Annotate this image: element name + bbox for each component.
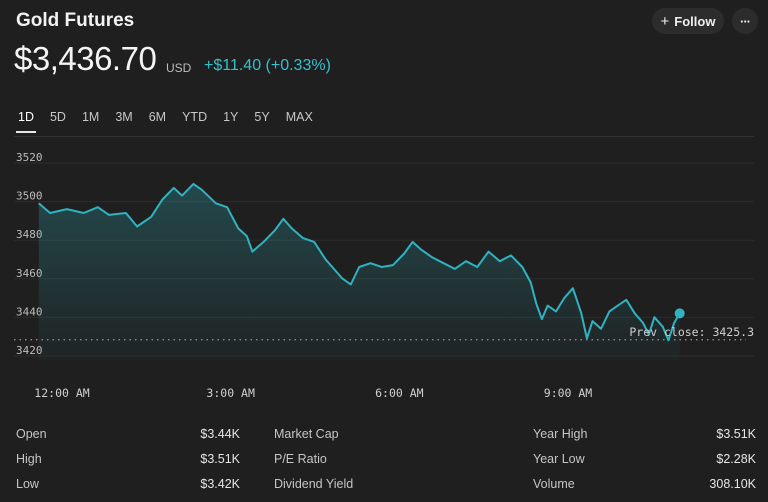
tab-5d[interactable]: 5D <box>49 110 66 124</box>
x-tick-label: 6:00 AM <box>375 386 424 400</box>
stat-label-volume: Volume <box>533 477 575 491</box>
tab-3m[interactable]: 3M <box>115 110 133 124</box>
stat-value-year-low: $2.28K <box>716 452 756 466</box>
stat-value-high: $3.51K <box>200 452 240 466</box>
current-price: $3,436.70 <box>14 40 157 77</box>
stat-value-year-high: $3.51K <box>716 427 756 441</box>
price-line <box>38 183 681 342</box>
tab-max[interactable]: MAX <box>285 110 313 124</box>
last-price-dot <box>674 308 685 319</box>
stat-value-volume: 308.10K <box>709 477 756 491</box>
stat-value-low: $3.42K <box>200 477 240 491</box>
y-tick-label: 3460 <box>16 267 43 280</box>
x-tick-label: 12:00 AM <box>34 386 89 400</box>
stat-label-high: High <box>16 452 42 466</box>
currency-label: USD <box>166 61 192 75</box>
stat-label-open: Open <box>16 427 47 441</box>
tab-ytd[interactable]: YTD <box>182 110 208 124</box>
stat-label-year-low: Year Low <box>533 452 585 466</box>
stat-label-low: Low <box>16 477 39 491</box>
y-tick-label: 3520 <box>16 151 43 164</box>
stat-label-year-high: Year High <box>533 427 588 441</box>
range-tabs: 1D 5D 1M 3M 6M YTD 1Y 5Y MAX <box>10 108 321 133</box>
price-area <box>38 184 680 360</box>
x-axis: 12:00 AM 3:00 AM 6:00 AM 9:00 AM <box>34 386 592 400</box>
tab-5y[interactable]: 5Y <box>254 110 270 124</box>
x-tick-label: 9:00 AM <box>544 386 593 400</box>
plus-icon: + <box>660 12 670 30</box>
price-chart[interactable]: 3520 3500 3480 3460 3440 3420 Prev close: 342… <box>0 140 768 405</box>
more-options-button[interactable]: ··· <box>732 8 758 34</box>
stat-label-pe-ratio: P/E Ratio <box>274 452 327 466</box>
y-axis: 3520 3500 3480 3460 3440 3420 <box>16 151 43 357</box>
x-tick-label: 3:00 AM <box>206 386 255 400</box>
y-tick-label: 3440 <box>16 305 43 318</box>
follow-button[interactable]: + Follow <box>652 8 724 34</box>
tabs-divider <box>14 136 754 137</box>
y-tick-label: 3500 <box>16 190 43 203</box>
stat-label-dividend-yield: Dividend Yield <box>274 477 354 491</box>
tab-6m[interactable]: 6M <box>148 110 167 124</box>
y-tick-label: 3420 <box>16 344 43 357</box>
prev-close-label: Prev close: 3425.3 <box>629 325 754 339</box>
stat-label-market-cap: Market Cap <box>274 427 339 441</box>
tab-1y[interactable]: 1Y <box>223 110 239 124</box>
stat-value-open: $3.44K <box>200 427 240 441</box>
tab-1d[interactable]: 1D <box>10 108 42 133</box>
price-change: +$11.40 (+0.33%) <box>204 57 331 74</box>
y-tick-label: 3480 <box>16 228 43 241</box>
page-title: Gold Futures <box>16 10 135 31</box>
tab-1m[interactable]: 1M <box>81 110 100 124</box>
ellipsis-icon: ··· <box>740 13 751 29</box>
follow-label: Follow <box>674 13 716 29</box>
